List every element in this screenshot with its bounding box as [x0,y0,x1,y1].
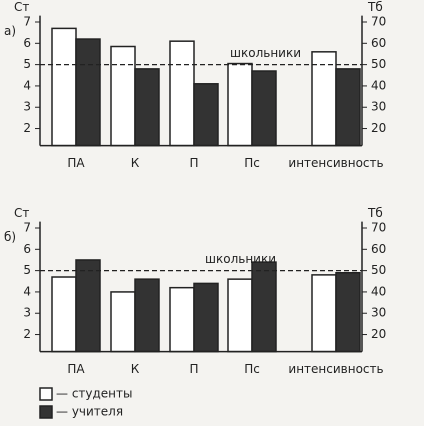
bar [134,68,160,147]
y-tick-label: 5 [23,263,31,277]
bar [169,40,195,147]
legend-swatch [39,405,53,419]
reference-label: школьники [230,46,301,60]
x-tick-label: интенсивность [288,362,383,376]
y2-tick-label: 50 [371,263,386,277]
y-axis-label: Ст [14,0,29,14]
bar [193,282,219,353]
y2-tick-label: 70 [371,14,386,28]
panel-label: б) [4,230,16,244]
bar [335,68,361,147]
x-tick-label: К [131,362,140,376]
y-tick-label: 4 [23,78,31,92]
y-tick-label: 3 [23,100,31,114]
y2-tick-label: 70 [371,220,386,234]
y2-tick-label: 40 [371,284,386,298]
y2-tick-label: 50 [371,57,386,71]
y-tick-label: 2 [23,121,31,135]
x-tick-label: Пс [244,156,260,170]
y2-tick-label: 20 [371,121,386,135]
x-tick-label: К [131,156,140,170]
bar [227,62,253,147]
y-tick-label: 7 [23,14,31,28]
y2-tick-label: 60 [371,242,386,256]
bar [311,274,337,353]
bar [251,261,277,353]
x-tick-label: интенсивность [288,156,383,170]
bar [110,45,136,147]
y2-tick-label: 40 [371,78,386,92]
bar [169,286,195,353]
bar [75,259,101,353]
bar [251,70,277,147]
y-tick-label: 5 [23,57,31,71]
y-tick-label: 6 [23,36,31,50]
bar [51,27,77,147]
y2-tick-label: 30 [371,306,386,320]
y-tick-label: 7 [23,220,31,234]
x-tick-label: ПА [67,362,85,376]
bar [311,51,337,147]
y2-tick-label: 60 [371,36,386,50]
y2-tick-label: 30 [371,100,386,114]
bar [193,83,219,147]
bar [335,271,361,353]
bar [227,278,253,353]
y2-axis-label: Тб [367,0,383,14]
y2-axis-label: Тб [367,206,383,220]
bar [75,38,101,147]
bar [110,291,136,353]
legend-label: — студенты [56,387,133,401]
legend-label: — учителя [56,405,123,419]
legend-swatch [39,387,53,401]
y-axis-label: Ст [14,206,29,220]
x-tick-label: ПА [67,156,85,170]
y-tick-label: 2 [23,327,31,341]
y-tick-label: 3 [23,306,31,320]
y2-tick-label: 20 [371,327,386,341]
reference-label: школьники [205,252,276,266]
y-tick-label: 4 [23,284,31,298]
panel-label: а) [4,24,16,38]
x-tick-label: Пс [244,362,260,376]
bar [134,278,160,353]
y-tick-label: 6 [23,242,31,256]
bar [51,276,77,353]
x-tick-label: П [189,362,198,376]
x-tick-label: П [189,156,198,170]
